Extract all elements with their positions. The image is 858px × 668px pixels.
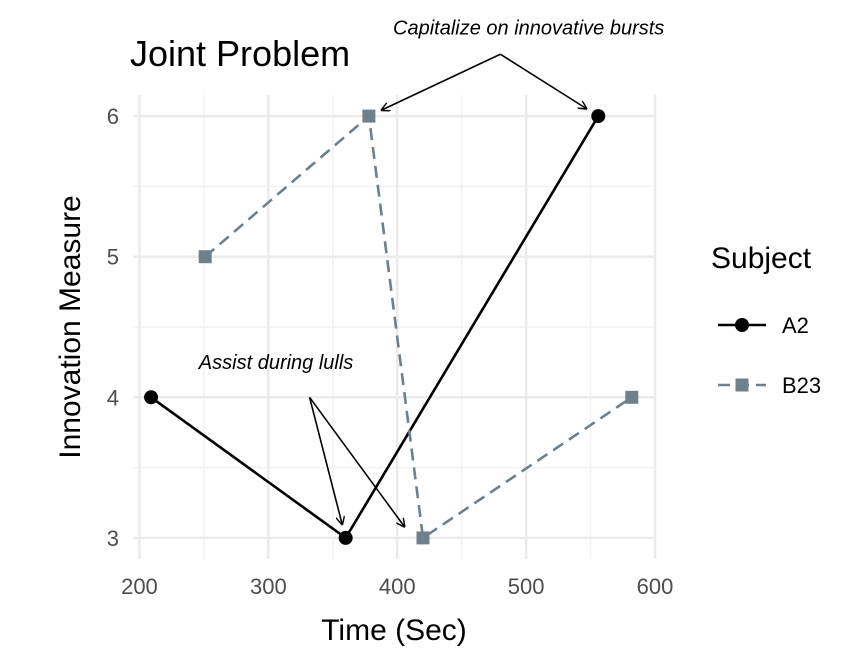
annotation-arrow	[499, 53, 586, 108]
annotation-arrow	[382, 53, 501, 110]
y-tick-label: 3	[107, 526, 119, 551]
annotations: Capitalize on innovative bursts Assist du…	[198, 18, 664, 527]
series-layer	[144, 109, 639, 545]
data-point-a2	[338, 530, 353, 545]
x-tick-label: 600	[637, 574, 674, 599]
annotation-text: Assist during lulls	[198, 352, 354, 374]
x-tick-label: 300	[250, 574, 287, 599]
annotation-arrow	[308, 397, 343, 524]
y-tick-label: 6	[107, 104, 119, 129]
data-point-a2	[591, 109, 606, 124]
y-tick-label: 5	[107, 245, 119, 270]
legend-title: Subject	[711, 242, 812, 275]
legend-label-b23: B23	[782, 373, 821, 398]
chart-title: Joint Problem	[130, 33, 350, 74]
legend-key-marker-b23	[735, 378, 749, 392]
x-tick-label: 400	[379, 574, 416, 599]
annotation-arrow	[308, 396, 405, 526]
data-point-b23	[198, 250, 212, 264]
grid	[133, 95, 657, 559]
data-point-a2	[144, 390, 159, 405]
x-axis-title: Time (Sec)	[321, 614, 467, 647]
legend-label-a2: A2	[782, 313, 809, 338]
series-line-b23	[204, 113, 633, 541]
data-point-b23	[416, 531, 430, 545]
x-tick-label: 200	[121, 574, 158, 599]
y-tick-label: 4	[107, 385, 119, 410]
data-point-b23	[362, 109, 376, 123]
x-tick-label: 500	[508, 574, 545, 599]
data-point-b23	[625, 390, 639, 404]
legend: Subject A2 B23	[711, 242, 821, 398]
legend-key-marker-a2	[735, 318, 749, 332]
y-axis-title: Innovation Measure	[54, 195, 87, 459]
axes: Joint Problem Time (Sec) Innovation Meas…	[54, 33, 673, 647]
annotation-text: Capitalize on innovative bursts	[393, 18, 664, 40]
